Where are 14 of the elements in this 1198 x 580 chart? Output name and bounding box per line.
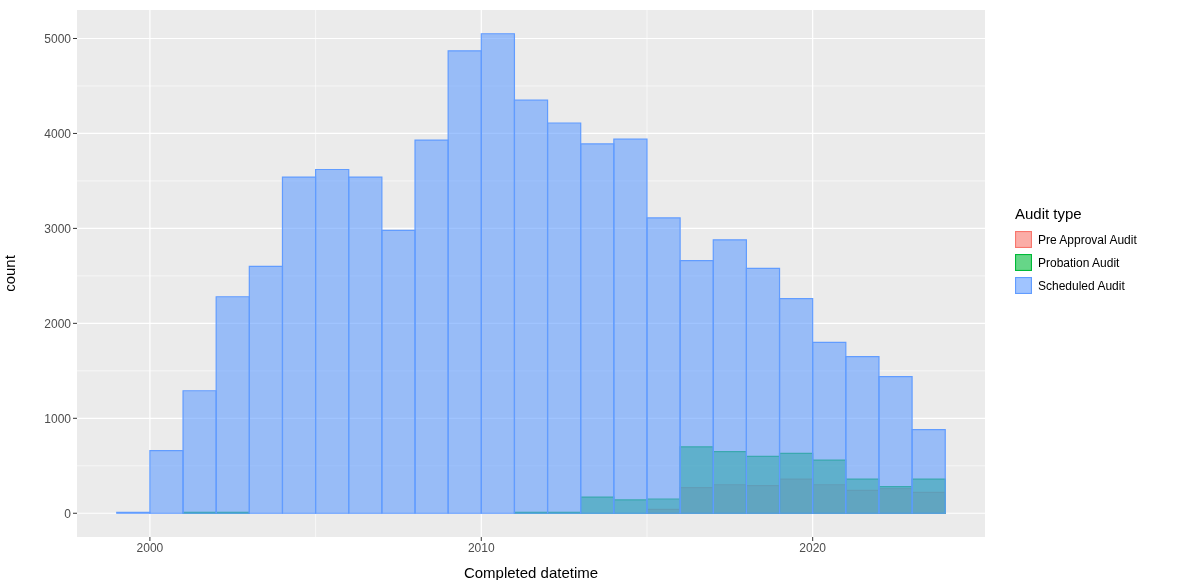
- y-tick-label: 3000: [44, 221, 72, 236]
- legend-label: Probation Audit: [1038, 255, 1120, 270]
- legend-label: Scheduled Audit: [1038, 278, 1125, 293]
- y-tick-label: 1000: [44, 411, 72, 426]
- y-tick-label: 2000: [44, 316, 72, 331]
- x-tick-label: 2010: [467, 540, 495, 555]
- x-tick-label: 2000: [136, 540, 164, 555]
- x-tick-label: 2020: [799, 540, 827, 555]
- y-tick-label: 5000: [44, 31, 72, 46]
- legend-label: Pre Approval Audit: [1038, 232, 1137, 247]
- y-tick-label: 0: [64, 506, 72, 521]
- y-axis-title: count: [1, 254, 19, 292]
- y-tick-label: 4000: [44, 126, 72, 141]
- legend-title: Audit type: [1015, 205, 1083, 222]
